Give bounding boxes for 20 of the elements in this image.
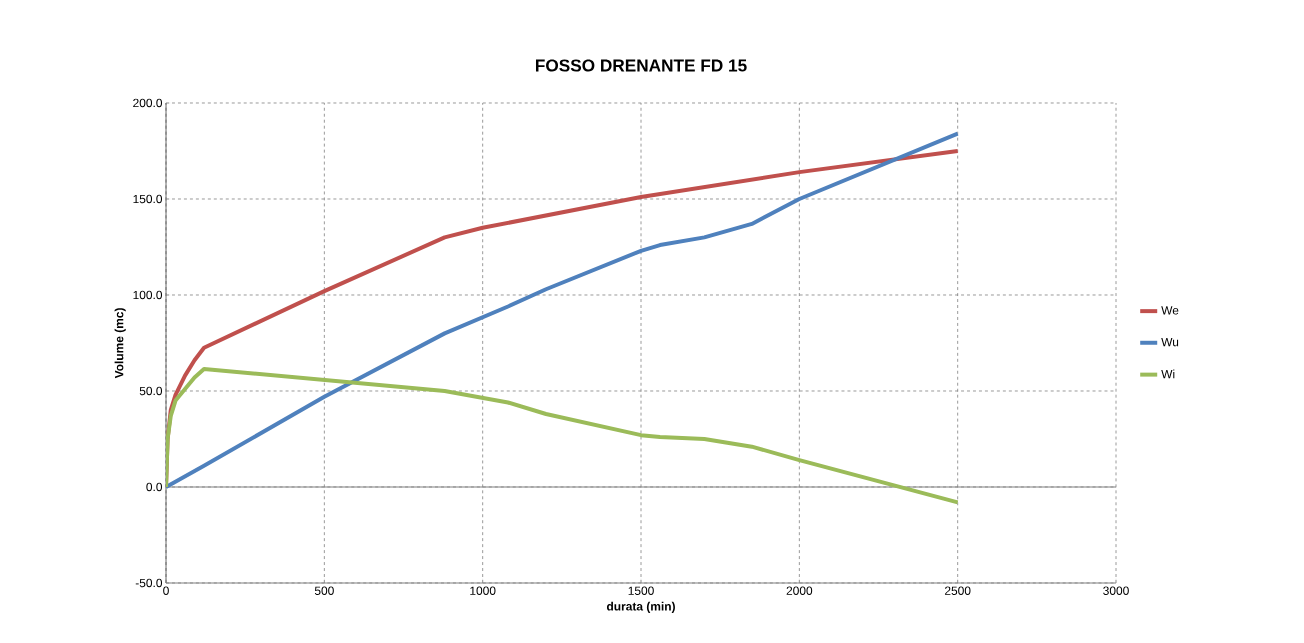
y-axis-title: Volume (mc)	[114, 308, 126, 379]
x-tick-label: 1500	[628, 586, 654, 595]
x-tick-label: 2500	[944, 586, 971, 595]
y-tick-label: 200.0	[133, 98, 163, 108]
y-tick-label: 0.0	[146, 482, 163, 492]
chart-title: FOSSO DRENANTE FD 15	[536, 59, 747, 72]
y-tick-label: 50.0	[139, 386, 163, 396]
x-tick-label: 3000	[1103, 586, 1129, 595]
legend-label: Wu	[1161, 337, 1179, 347]
y-tick-label: 150.0	[133, 194, 163, 204]
x-axis-title: durata (min)	[606, 601, 675, 613]
y-tick-label: 100.0	[133, 290, 163, 300]
y-tick-label: -50.0	[135, 578, 163, 588]
x-tick-label: 500	[314, 586, 334, 595]
x-tick-label: 2000	[786, 586, 813, 595]
legend-label: We	[1161, 306, 1179, 315]
x-tick-label: 1000	[470, 586, 496, 595]
legend-label: Wi	[1161, 369, 1175, 379]
line-series	[166, 366, 960, 505]
x-tick-label: 0	[163, 586, 169, 595]
